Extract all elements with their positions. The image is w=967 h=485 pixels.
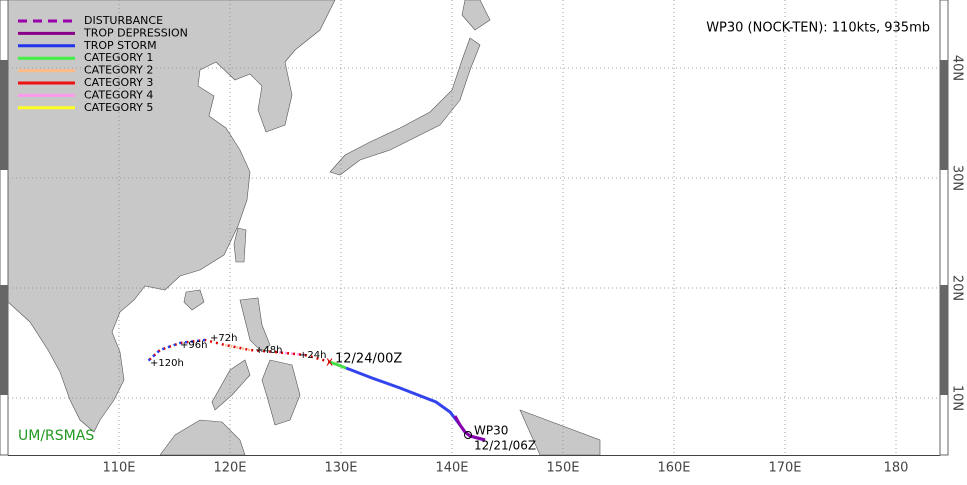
lat-label: 20N (950, 275, 965, 301)
lon-label: 180 (884, 461, 909, 476)
legend-label: CATEGORY 5 (84, 101, 153, 114)
lon-label: 170E (768, 461, 801, 476)
legend-label: CATEGORY 4 (84, 88, 153, 101)
lat-label: 40N (950, 55, 965, 81)
lon-label: 150E (546, 461, 579, 476)
forecast-label: +48h (255, 345, 282, 356)
forecast-label: +120h (150, 358, 184, 369)
forecast-label: +24h (299, 350, 326, 361)
lon-label: 130E (324, 461, 357, 476)
lon-label: 140E (435, 461, 468, 476)
start-time-label: 12/21/06Z (474, 439, 536, 453)
legend-label: TROP STORM (83, 39, 157, 52)
svg-text:x: x (326, 355, 333, 369)
legend-label: DISTURBANCE (84, 14, 163, 27)
track: x (146, 338, 486, 442)
storm-title: WP30 (NOCK-TEN): 110kts, 935mb (706, 21, 930, 36)
lon-label: 120E (213, 461, 246, 476)
lon-label: 110E (102, 461, 135, 476)
legend-label: TROP DEPRESSION (83, 26, 188, 39)
lat-label: 30N (950, 165, 965, 191)
forecast-label: +96h (180, 340, 207, 351)
lat-label: 10N (950, 385, 965, 411)
lon-label: 160E (657, 461, 690, 476)
graticule (8, 0, 940, 455)
land (7, 0, 601, 456)
legend-label: CATEGORY 1 (84, 51, 153, 64)
legend-label: CATEGORY 2 (84, 64, 153, 77)
legend-label: CATEGORY 3 (84, 76, 153, 89)
frame-border (0, 0, 949, 456)
storm-id-label: WP30 (474, 424, 508, 438)
init-time-label: 12/24/00Z (335, 352, 402, 367)
credit: UM/RSMAS (18, 428, 94, 444)
track-labels: +120h +96h +72h +48h +24h 12/24/00Z WP30… (150, 333, 536, 453)
forecast-label: +72h (210, 333, 237, 344)
